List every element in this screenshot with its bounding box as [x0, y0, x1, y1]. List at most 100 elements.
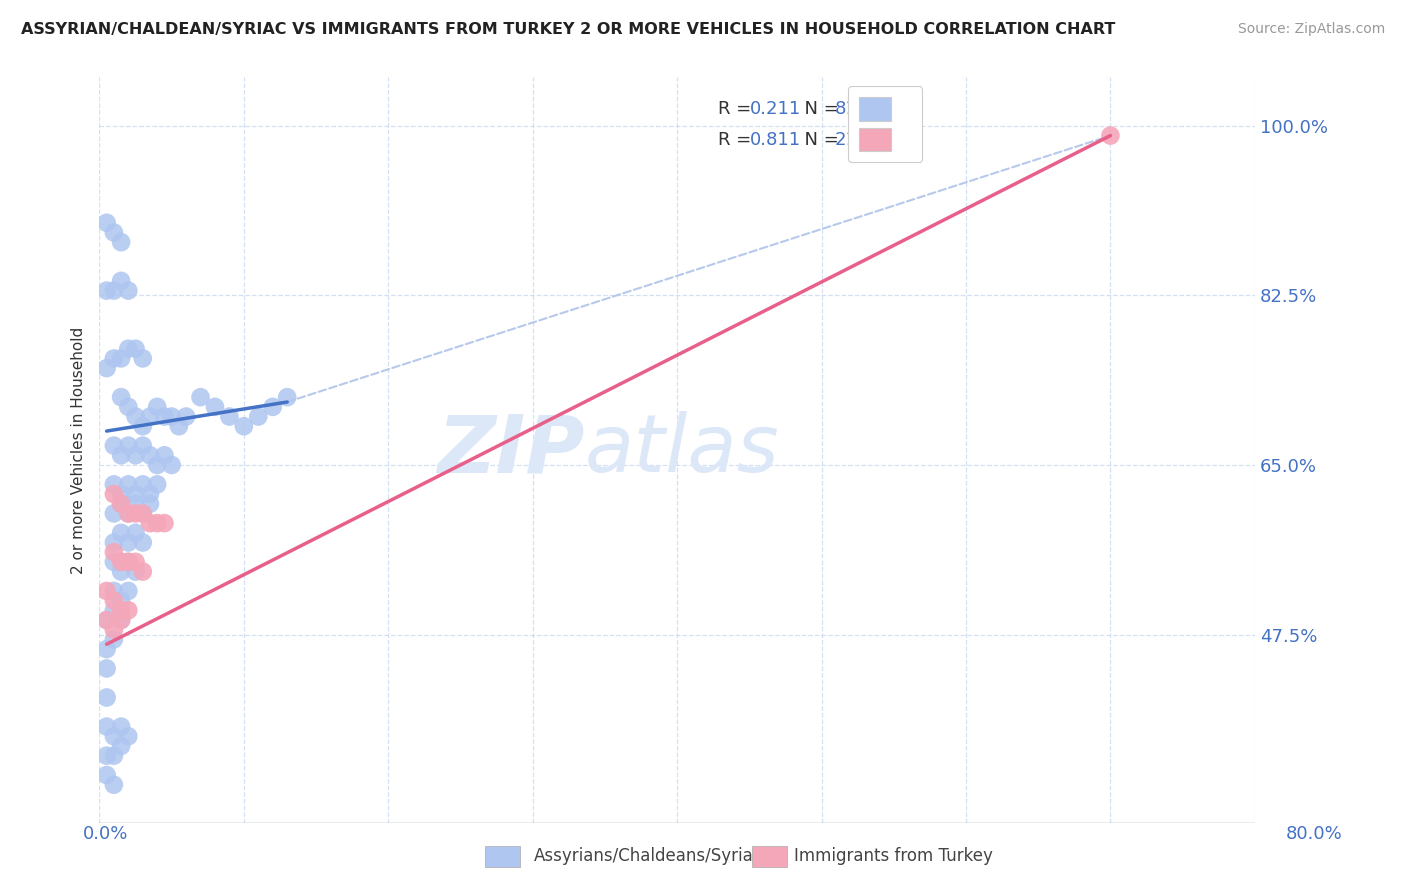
Point [132, 507, 155, 521]
Point [124, 507, 146, 521]
Text: 21: 21 [834, 131, 858, 149]
Point [139, 409, 162, 424]
Point [96, 720, 118, 734]
Point [139, 497, 162, 511]
Point [132, 535, 155, 549]
Text: 80.0%: 80.0% [1286, 825, 1343, 843]
Point [146, 516, 169, 530]
Point [117, 400, 139, 414]
Point [139, 487, 162, 501]
Point [103, 729, 125, 743]
Point [103, 487, 125, 501]
Point [103, 439, 125, 453]
Point [124, 555, 146, 569]
Point [117, 284, 139, 298]
Point [110, 525, 132, 540]
Point [96, 361, 118, 376]
Point [160, 409, 183, 424]
Legend:  ,  : , [848, 87, 922, 161]
Point [262, 400, 284, 414]
Point [110, 235, 132, 249]
Point [96, 642, 118, 657]
Text: N =: N = [793, 100, 844, 118]
Point [110, 390, 132, 404]
Point [276, 390, 298, 404]
Point [132, 565, 155, 579]
Point [110, 487, 132, 501]
Point [103, 593, 125, 607]
Point [124, 565, 146, 579]
Point [247, 409, 270, 424]
Text: ZIP: ZIP [437, 411, 585, 490]
Point [96, 216, 118, 230]
Point [153, 516, 176, 530]
Point [124, 448, 146, 462]
Point [132, 477, 155, 491]
Point [117, 555, 139, 569]
Point [103, 284, 125, 298]
Text: Assyrians/Chaldeans/Syriacs: Assyrians/Chaldeans/Syriacs [534, 847, 772, 865]
Point [110, 593, 132, 607]
Point [117, 507, 139, 521]
Point [117, 439, 139, 453]
Point [96, 661, 118, 675]
Point [124, 487, 146, 501]
Point [110, 603, 132, 617]
Point [124, 409, 146, 424]
Point [103, 583, 125, 598]
Point [103, 477, 125, 491]
Point [167, 419, 190, 434]
Point [124, 342, 146, 356]
Point [153, 448, 176, 462]
Point [103, 623, 125, 637]
Point [103, 351, 125, 366]
Point [103, 778, 125, 792]
Point [103, 748, 125, 763]
Text: Source: ZipAtlas.com: Source: ZipAtlas.com [1237, 22, 1385, 37]
Point [117, 729, 139, 743]
Point [218, 409, 240, 424]
Point [110, 613, 132, 627]
Point [117, 477, 139, 491]
Point [96, 768, 118, 782]
Point [103, 535, 125, 549]
Point [110, 720, 132, 734]
Point [110, 497, 132, 511]
Point [232, 419, 254, 434]
Text: 0.811: 0.811 [749, 131, 801, 149]
Point [117, 603, 139, 617]
Point [96, 583, 118, 598]
Point [132, 351, 155, 366]
Text: ASSYRIAN/CHALDEAN/SYRIAC VS IMMIGRANTS FROM TURKEY 2 OR MORE VEHICLES IN HOUSEHO: ASSYRIAN/CHALDEAN/SYRIAC VS IMMIGRANTS F… [21, 22, 1115, 37]
Point [139, 516, 162, 530]
Point [110, 351, 132, 366]
Point [1099, 128, 1122, 143]
Point [96, 690, 118, 705]
Point [204, 400, 226, 414]
Text: 0.0%: 0.0% [83, 825, 128, 843]
Point [110, 555, 132, 569]
Point [146, 458, 169, 472]
Point [96, 613, 118, 627]
Point [190, 390, 212, 404]
Point [132, 439, 155, 453]
Point [103, 632, 125, 647]
Point [110, 274, 132, 288]
Point [103, 555, 125, 569]
Text: R =: R = [717, 100, 756, 118]
Point [174, 409, 197, 424]
Text: 81: 81 [834, 100, 858, 118]
Text: N =: N = [793, 131, 844, 149]
Point [96, 284, 118, 298]
Point [96, 748, 118, 763]
Point [146, 400, 169, 414]
Point [96, 613, 118, 627]
Point [132, 419, 155, 434]
Text: Immigrants from Turkey: Immigrants from Turkey [794, 847, 993, 865]
Point [110, 613, 132, 627]
Point [110, 565, 132, 579]
Point [139, 448, 162, 462]
Point [117, 342, 139, 356]
Point [110, 497, 132, 511]
Point [117, 555, 139, 569]
